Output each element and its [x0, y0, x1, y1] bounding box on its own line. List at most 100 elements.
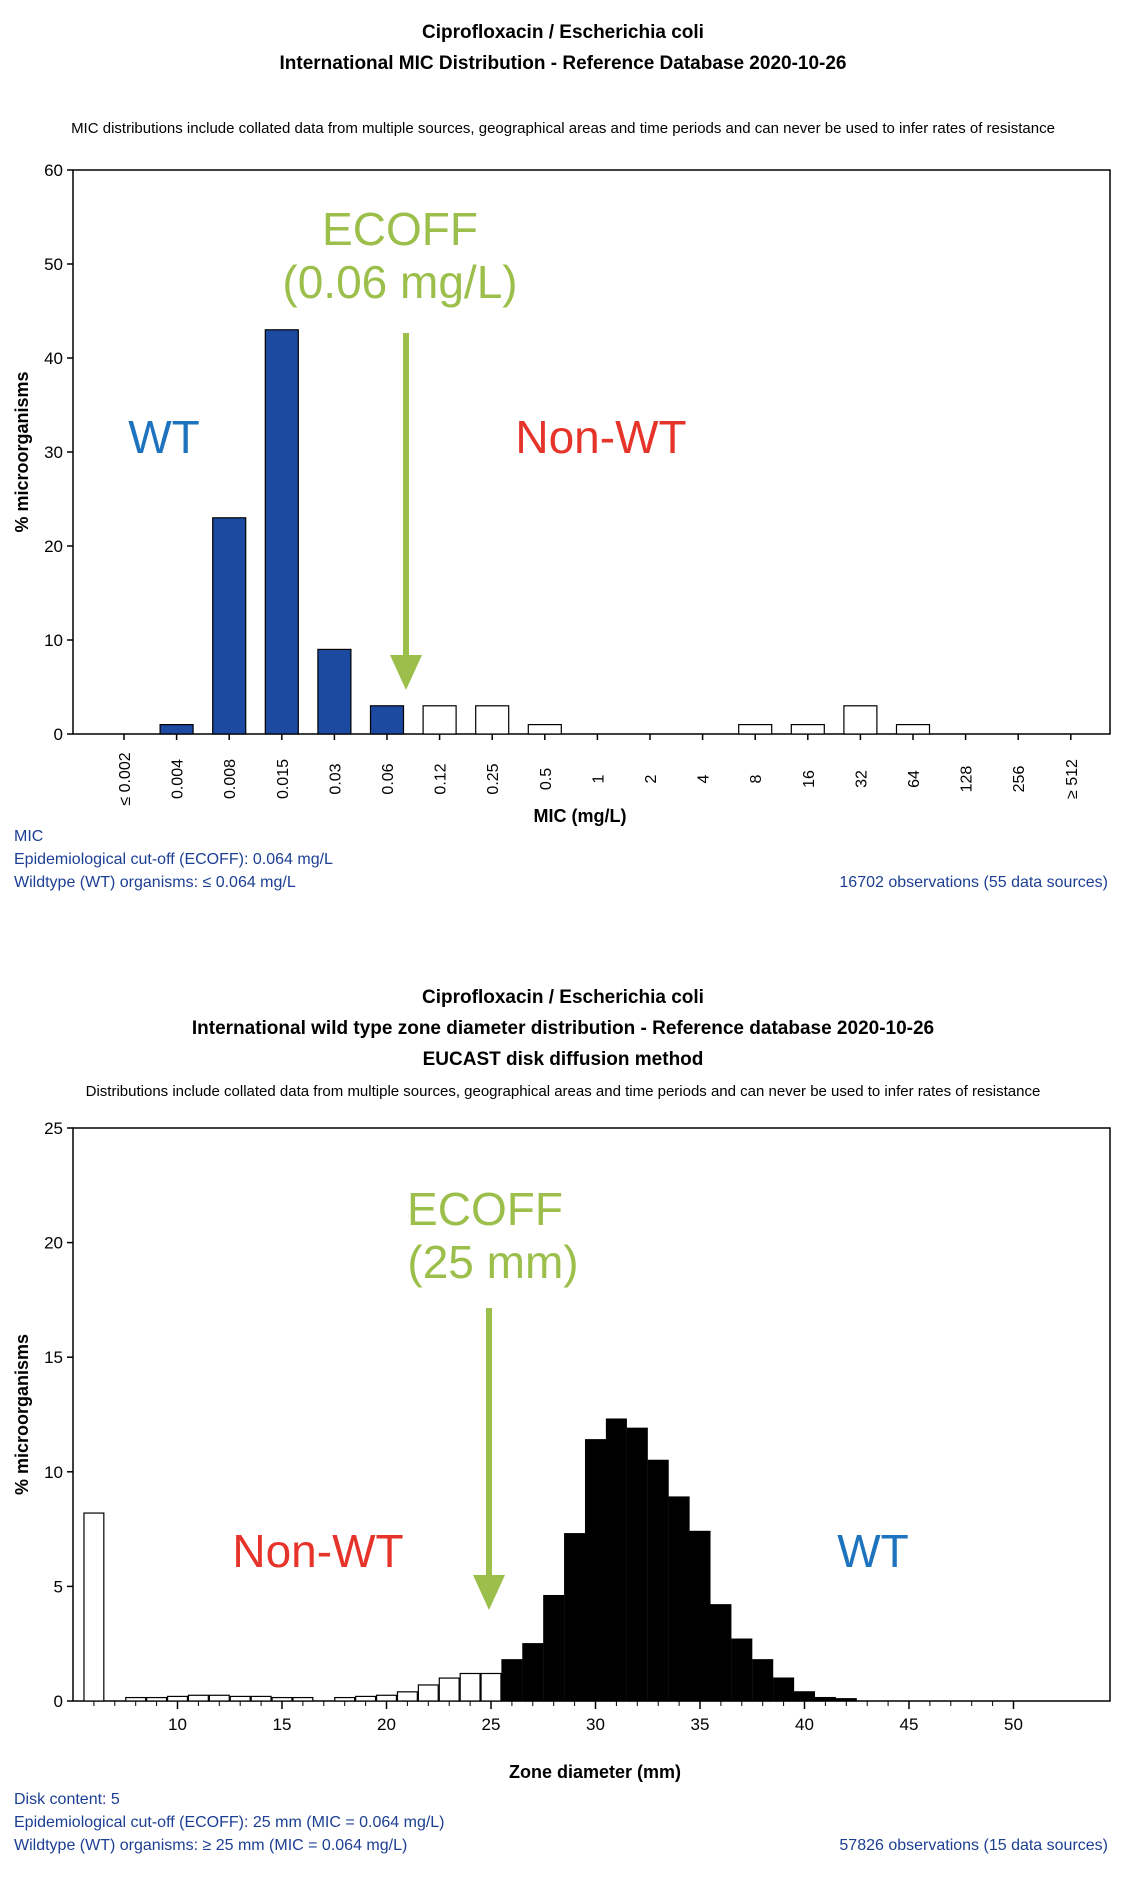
zone-x-tick-label: 20: [377, 1715, 396, 1734]
mic-x-tick-label: ≤ 0.002: [117, 752, 134, 805]
zone-bar: [773, 1677, 795, 1702]
mic-x-tick-label: 0.12: [433, 763, 450, 794]
zone-bar: [814, 1696, 836, 1702]
mic-y-tick-label: 0: [54, 725, 63, 744]
mic-x-tick-label: 4: [696, 774, 713, 783]
zone-x-tick-label: 10: [168, 1715, 187, 1734]
zone-x-tick-label: 30: [586, 1715, 605, 1734]
zone-bar: [187, 1694, 209, 1702]
zone-observations: 57826 observations (15 data sources): [839, 1837, 1108, 1854]
zone-bar: [835, 1698, 857, 1702]
mic-bar: [159, 723, 194, 735]
mic-x-tick-label: 0.06: [380, 763, 397, 794]
mic-x-tick-label: 0.015: [275, 759, 292, 799]
mic-x-tick-label: 256: [1011, 766, 1028, 793]
mic-x-tick-label: 1: [590, 774, 607, 783]
mic-info-ecoff: Epidemiological cut-off (ECOFF): 0.064 m…: [14, 851, 333, 868]
zone-y-axis-label: % microorganisms: [12, 1334, 32, 1495]
zone-bar: [522, 1643, 544, 1702]
zone-y-tick-label: 15: [44, 1348, 63, 1367]
zone-chart: 0 5 10 15 20 25 10 15 20 25 30 35 40 45 50 % microorgan…: [12, 1119, 1111, 1782]
zone-y-tick-label: 0: [54, 1692, 63, 1711]
zone-title-line1: Ciprofloxacin / Escherichia coli: [422, 987, 704, 1008]
zone-bar: [710, 1604, 732, 1702]
zone-bar: [626, 1427, 648, 1702]
mic-bar: [527, 723, 562, 735]
mic-bar: [738, 723, 773, 735]
zone-disclaimer: Distributions include collated data from…: [85, 1083, 1041, 1100]
mic-y-tick-label: 20: [44, 537, 63, 556]
zone-bar: [334, 1696, 356, 1702]
mic-x-tick-label: 0.03: [327, 763, 344, 794]
mic-bar: [790, 723, 825, 735]
mic-bar: [212, 517, 247, 735]
mic-x-axis-label: MIC (mg/L): [534, 806, 627, 826]
zone-bar: [250, 1695, 272, 1702]
zone-bar: [125, 1696, 147, 1702]
mic-bar: [317, 648, 352, 735]
zone-x-axis-label: Zone diameter (mm): [509, 1762, 681, 1782]
zone-y-tick-label: 20: [44, 1234, 63, 1253]
mic-x-tick-label: 128: [959, 766, 976, 793]
zone-title-line3: EUCAST disk diffusion method: [422, 1049, 704, 1070]
zone-y-tick-label: 25: [44, 1119, 63, 1138]
zone-bar: [480, 1672, 502, 1702]
zone-panel: Ciprofloxacin / Escherichia coli Interna…: [0, 960, 1126, 1900]
zone-bar: [501, 1659, 523, 1702]
zone-ecoff-arrow: [473, 1308, 505, 1610]
mic-x-tick-label: 0.004: [170, 759, 187, 799]
zone-bar: [229, 1695, 251, 1702]
zone-x-tick-label: 15: [273, 1715, 292, 1734]
zone-bar: [605, 1418, 627, 1702]
zone-wt-label: WT: [837, 1525, 909, 1577]
zone-y-tick-label: 5: [54, 1577, 63, 1596]
zone-bar: [647, 1459, 669, 1702]
zone-title-line2: International wild type zone diameter di…: [191, 1018, 935, 1039]
zone-info-disk: Disk content: 5: [14, 1791, 120, 1808]
zone-bar: [271, 1696, 293, 1702]
zone-bar: [438, 1677, 460, 1702]
zone-bar: [417, 1684, 439, 1702]
mic-nonwt-label: Non-WT: [515, 411, 686, 463]
mic-y-tick-label: 40: [44, 349, 63, 368]
zone-x-tick-label: 35: [691, 1715, 710, 1734]
zone-y-tick-label: 10: [44, 1463, 63, 1482]
mic-ecoff-arrow: [390, 333, 422, 690]
mic-x-tick-label: 8: [748, 774, 765, 783]
mic-ecoff-label: ECOFF: [322, 203, 478, 255]
mic-y-tick-label: 60: [44, 161, 63, 180]
mic-y-tick-label: 10: [44, 631, 63, 650]
mic-disclaimer: MIC distributions include collated data …: [71, 120, 1055, 137]
mic-bar: [475, 705, 510, 735]
zone-bar: [564, 1533, 586, 1702]
mic-y-axis-label: % microorganisms: [12, 371, 32, 532]
mic-wt-label: WT: [128, 411, 200, 463]
zone-bar: [146, 1696, 168, 1702]
mic-bar: [369, 705, 405, 735]
zone-x-tick-label: 25: [482, 1715, 501, 1734]
mic-observations: 16702 observations (55 data sources): [839, 874, 1108, 891]
zone-bar: [292, 1696, 314, 1702]
zone-bar: [689, 1530, 711, 1702]
mic-ecoff-value: (0.06 mg/L): [282, 256, 517, 308]
mic-bar: [843, 705, 878, 735]
zone-bar: [731, 1638, 753, 1702]
zone-bar: [83, 1512, 105, 1702]
zone-info-wildtype: Wildtype (WT) organisms: ≥ 25 mm (MIC = …: [14, 1837, 408, 1854]
zone-bar: [584, 1439, 607, 1702]
mic-bar: [264, 329, 299, 735]
zone-x-tick-label: 45: [900, 1715, 919, 1734]
mic-panel: Ciprofloxacin / Escherichia coli Interna…: [0, 0, 1126, 900]
zone-info-ecoff: Epidemiological cut-off (ECOFF): 25 mm (…: [14, 1814, 445, 1831]
zone-ecoff-value: (25 mm): [407, 1236, 578, 1288]
mic-x-tick-label: 64: [906, 770, 923, 788]
zone-x-tick-label: 50: [1004, 1715, 1023, 1734]
zone-bar: [543, 1594, 565, 1702]
mic-info-wildtype: Wildtype (WT) organisms: ≤ 0.064 mg/L: [14, 874, 296, 891]
mic-x-tick-label: 0.25: [485, 763, 502, 794]
zone-bar: [166, 1695, 189, 1702]
zone-bar: [668, 1496, 690, 1702]
zone-bar: [793, 1691, 816, 1702]
mic-y-tick-label: 50: [44, 255, 63, 274]
zone-bar: [355, 1695, 377, 1702]
